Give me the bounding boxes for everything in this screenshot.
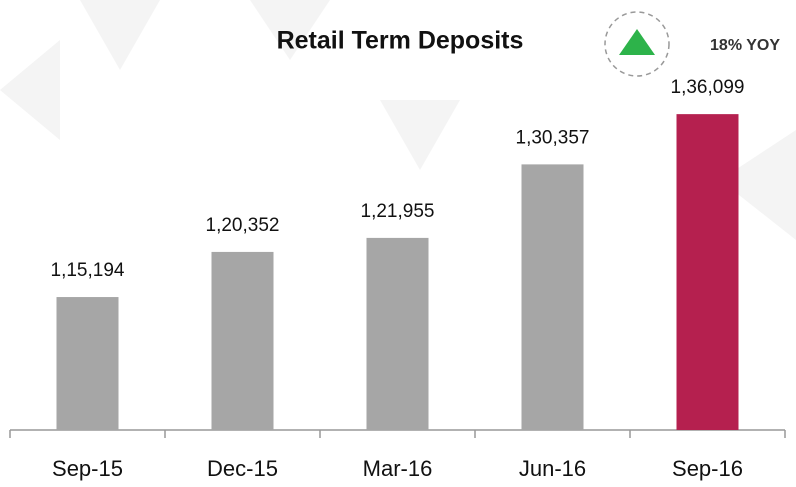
x-tick-label: Jun-16 [519, 456, 586, 481]
x-tick-label: Sep-15 [52, 456, 123, 481]
yoy-badge [604, 11, 670, 77]
data-label: 1,20,352 [206, 215, 280, 236]
bg-triangle [80, 0, 160, 70]
data-label: 1,21,955 [361, 201, 435, 222]
x-tick-label: Mar-16 [363, 456, 433, 481]
data-label: 1,36,099 [671, 77, 745, 98]
bg-triangle [720, 130, 796, 240]
bg-triangle [380, 100, 460, 170]
data-label: 1,30,357 [516, 127, 590, 148]
data-label: 1,15,194 [51, 260, 125, 281]
bar [521, 164, 584, 430]
bar [676, 114, 739, 430]
bg-triangle [0, 40, 60, 140]
yoy-annotation: 18% YOY [710, 37, 780, 54]
x-tick-label: Dec-15 [207, 456, 278, 481]
bg-triangle [250, 0, 330, 60]
up-arrow [619, 29, 655, 55]
bar [366, 237, 429, 430]
bar [56, 297, 119, 430]
x-tick-label: Sep-16 [672, 456, 743, 481]
background-pattern [0, 0, 796, 240]
chart-title: Retail Term Deposits [277, 27, 524, 55]
bar [211, 251, 274, 430]
